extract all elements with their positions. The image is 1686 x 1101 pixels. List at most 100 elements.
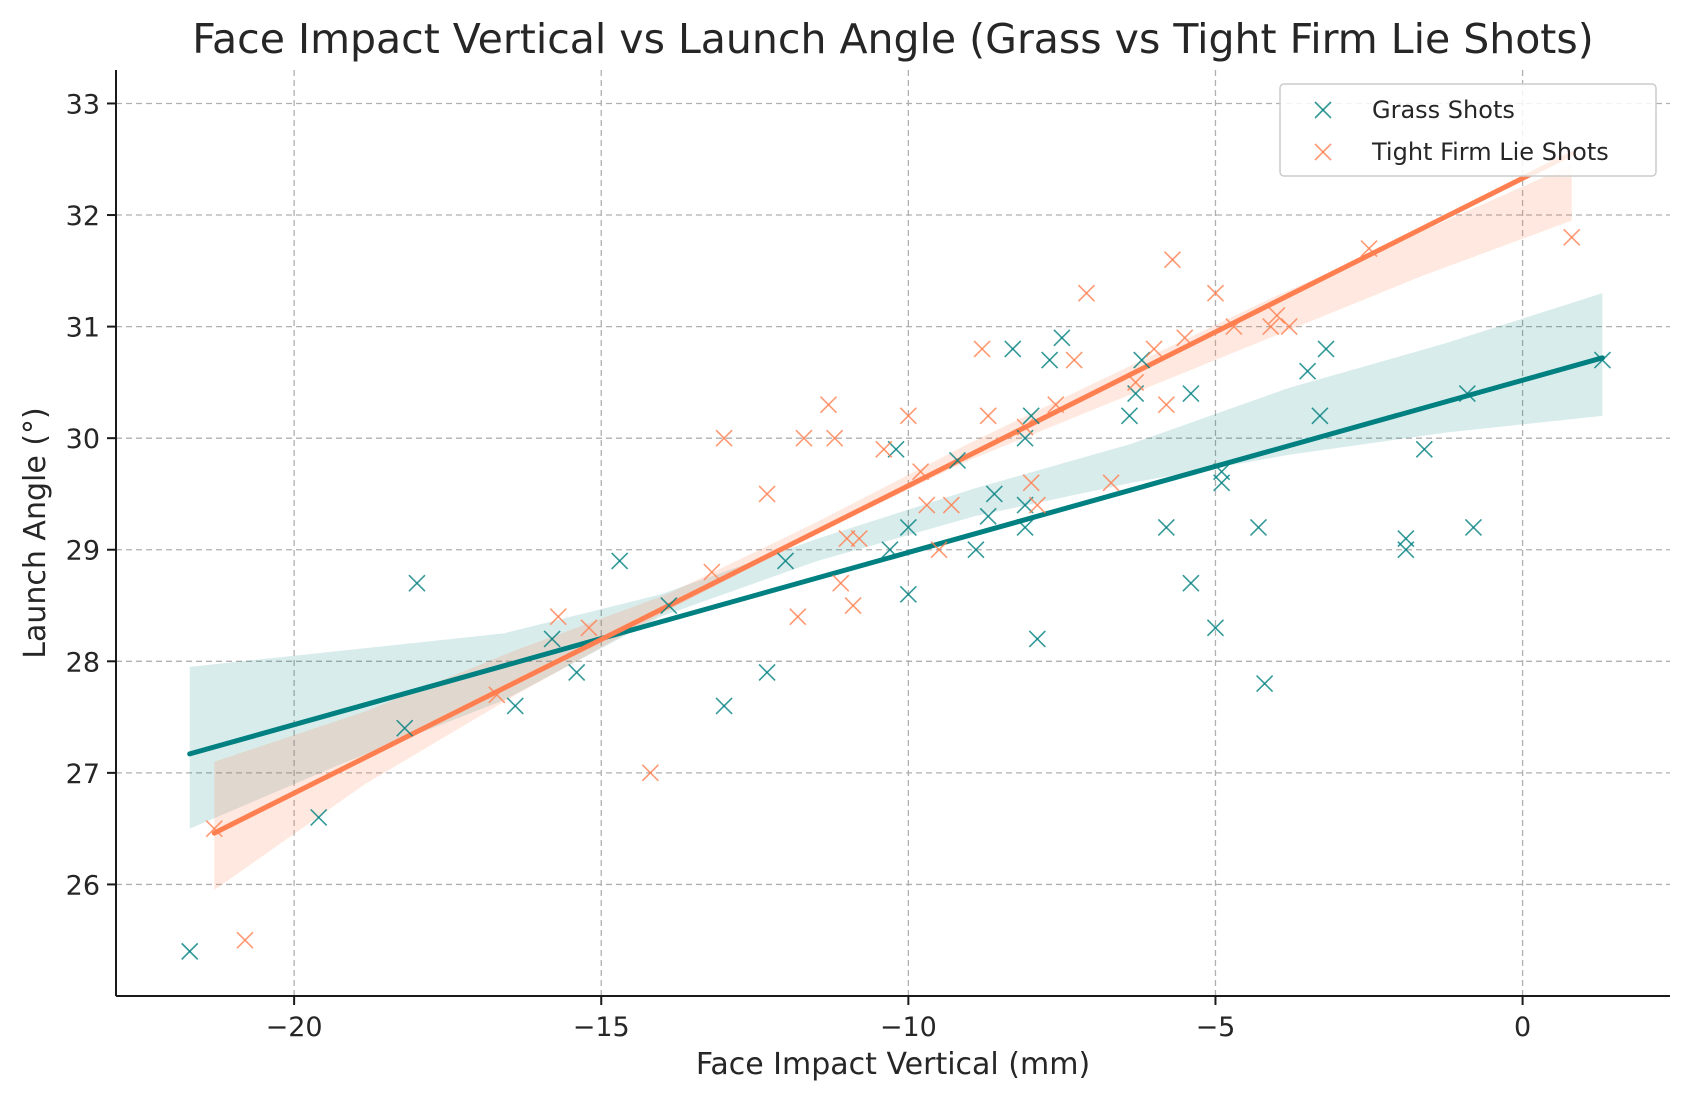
series-2-point bbox=[1176, 329, 1194, 347]
series-2-point bbox=[1563, 228, 1581, 246]
series-1-point bbox=[715, 697, 733, 715]
series-2-point bbox=[236, 931, 254, 949]
grid bbox=[116, 70, 1670, 996]
series-1-point bbox=[181, 942, 199, 960]
series-1-point bbox=[506, 697, 524, 715]
legend: Grass Shots Tight Firm Lie Shots bbox=[1279, 83, 1657, 177]
series-1-point bbox=[899, 518, 917, 536]
series-1-point bbox=[310, 808, 328, 827]
series-1-point bbox=[1593, 351, 1612, 369]
series-1-point bbox=[1004, 340, 1022, 358]
series-1-point bbox=[1249, 518, 1268, 536]
series-1-point bbox=[1016, 496, 1034, 514]
y-tick-label: 28 bbox=[66, 647, 100, 678]
series-2-point bbox=[488, 686, 506, 704]
series-2-point bbox=[1225, 318, 1243, 336]
series-1-point bbox=[1157, 518, 1175, 536]
y-tick-label: 31 bbox=[66, 313, 100, 344]
x-tick-label: −10 bbox=[880, 1012, 937, 1043]
series-1-point bbox=[1458, 384, 1476, 403]
series-1-point bbox=[948, 451, 967, 470]
series-2-point bbox=[1016, 418, 1034, 436]
series-1-point bbox=[758, 663, 776, 682]
series-2-legend-marker bbox=[1314, 143, 1332, 161]
series-2-point bbox=[838, 530, 856, 548]
y-tick-label: 26 bbox=[66, 870, 100, 901]
series-1-point bbox=[1028, 630, 1046, 648]
series-1-confidence-band bbox=[189, 293, 1603, 829]
series-1-point bbox=[396, 719, 414, 737]
series-2-point bbox=[1127, 373, 1145, 391]
series-1-point bbox=[1182, 574, 1200, 592]
series-2-point bbox=[1022, 474, 1040, 492]
y-axis-label: Launch Angle (°) bbox=[18, 407, 53, 658]
series-2-point bbox=[899, 407, 917, 425]
series-1-point bbox=[543, 630, 561, 648]
y-tick-label: 33 bbox=[66, 89, 100, 120]
series-2-legend-label: Tight Firm Lie Shots bbox=[1371, 138, 1609, 166]
chart-title: Face Impact Vertical vs Launch Angle (Gr… bbox=[192, 15, 1594, 63]
series-2-point bbox=[826, 429, 844, 447]
series-2-point bbox=[1262, 318, 1280, 336]
ticks: −20 −15 −10 −5 0 26 27 28 29 30 31 32 33 bbox=[66, 89, 1532, 1043]
x-tick-label: −5 bbox=[1196, 1012, 1236, 1043]
x-tick-label: 0 bbox=[1514, 1012, 1531, 1043]
series-1-point bbox=[985, 485, 1003, 503]
series-2-point bbox=[789, 608, 807, 626]
series-2-point bbox=[1102, 474, 1120, 492]
series-1-point bbox=[408, 574, 426, 592]
series-2-point bbox=[850, 530, 868, 548]
series-1-point bbox=[979, 507, 997, 525]
series-1-point bbox=[1415, 440, 1433, 458]
series-1-legend-label: Grass Shots bbox=[1372, 96, 1515, 124]
series-2-point bbox=[715, 429, 733, 447]
y-tick-label: 32 bbox=[66, 201, 100, 232]
y-tick-label: 27 bbox=[66, 759, 100, 790]
series-1-point bbox=[887, 440, 905, 458]
series-1-point bbox=[1120, 407, 1139, 425]
x-tick-label: −15 bbox=[573, 1012, 630, 1043]
series-2-point bbox=[819, 396, 838, 414]
series-1-point bbox=[899, 585, 917, 603]
series-1-point bbox=[1041, 351, 1059, 369]
series-2-point bbox=[979, 407, 997, 425]
series-2-point bbox=[1145, 340, 1163, 358]
x-axis-label: Face Impact Vertical (mm) bbox=[696, 1047, 1090, 1082]
series-2-point bbox=[1163, 251, 1182, 269]
series-1-point bbox=[1299, 362, 1317, 380]
data-points bbox=[181, 228, 1612, 960]
series-1-point bbox=[1256, 675, 1274, 693]
series-2-confidence-band bbox=[214, 164, 1572, 891]
axes bbox=[115, 70, 1670, 997]
series-1-point bbox=[1464, 518, 1483, 536]
series-1-point bbox=[1317, 340, 1335, 358]
series-2-point bbox=[875, 440, 893, 458]
series-1-point bbox=[1022, 407, 1040, 425]
series-1-point bbox=[1311, 407, 1329, 425]
confidence-bands bbox=[189, 164, 1603, 891]
series-2-point bbox=[832, 574, 850, 592]
series-2-point bbox=[1065, 351, 1083, 369]
series-1-point bbox=[1397, 530, 1415, 548]
series-1-point bbox=[776, 552, 795, 570]
series-2-point bbox=[1280, 318, 1298, 336]
series-2-point bbox=[1360, 239, 1378, 258]
series-1-legend-marker bbox=[1314, 101, 1332, 119]
series-1-point bbox=[611, 552, 629, 570]
series-2-point bbox=[1028, 496, 1046, 514]
series-1-point bbox=[1053, 329, 1071, 347]
series-1-point bbox=[660, 596, 678, 615]
series-2-point bbox=[930, 541, 948, 559]
series-2-point bbox=[1077, 284, 1096, 302]
series-1-point bbox=[1213, 463, 1231, 481]
series-2-point bbox=[549, 608, 567, 626]
series-1-point bbox=[881, 541, 899, 559]
series-1-point bbox=[1016, 518, 1034, 536]
x-tick-label: −20 bbox=[266, 1012, 323, 1043]
series-2-point bbox=[205, 820, 223, 838]
series-2-point bbox=[641, 764, 659, 782]
series-2-point bbox=[918, 496, 936, 514]
series-1-point bbox=[967, 541, 985, 559]
series-2-point bbox=[758, 485, 776, 503]
